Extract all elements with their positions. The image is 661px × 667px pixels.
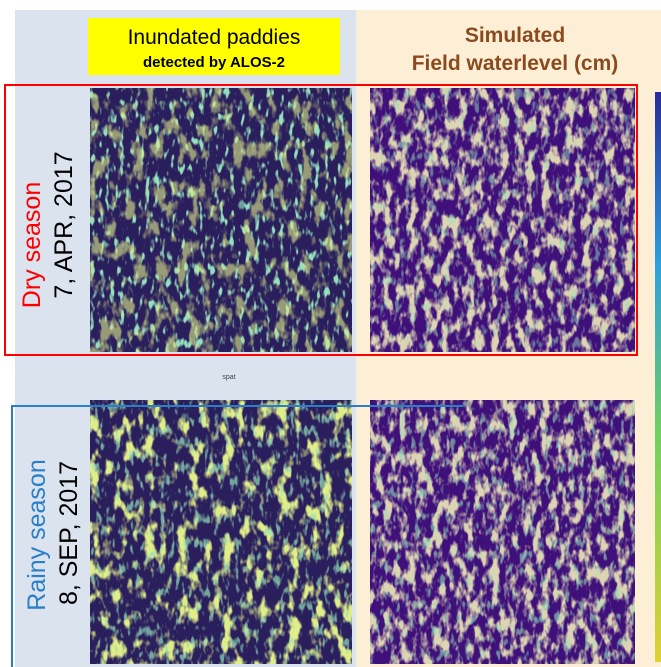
row-date: 7, APR, 2017 bbox=[50, 151, 78, 298]
right-subtitle: Field waterlevel (cm) bbox=[412, 52, 619, 75]
image-dry-simulated bbox=[370, 88, 635, 352]
image-rainy-simulated bbox=[370, 400, 635, 664]
left-title: Inundated paddies bbox=[128, 26, 301, 49]
row-season: Dry season bbox=[18, 182, 46, 308]
left-subtitle: detected by ALOS-2 bbox=[143, 54, 285, 71]
figure: Inundated paddies detected by ALOS-2 Sim… bbox=[0, 0, 661, 667]
right-title: Simulated bbox=[465, 24, 565, 47]
panel-label: spat bbox=[222, 374, 235, 381]
row-season: Rainy season bbox=[23, 459, 51, 610]
row-date: 8, SEP, 2017 bbox=[55, 461, 83, 605]
colorbar bbox=[655, 92, 661, 662]
image-rainy-detected bbox=[90, 400, 352, 664]
image-dry-detected bbox=[90, 88, 352, 352]
